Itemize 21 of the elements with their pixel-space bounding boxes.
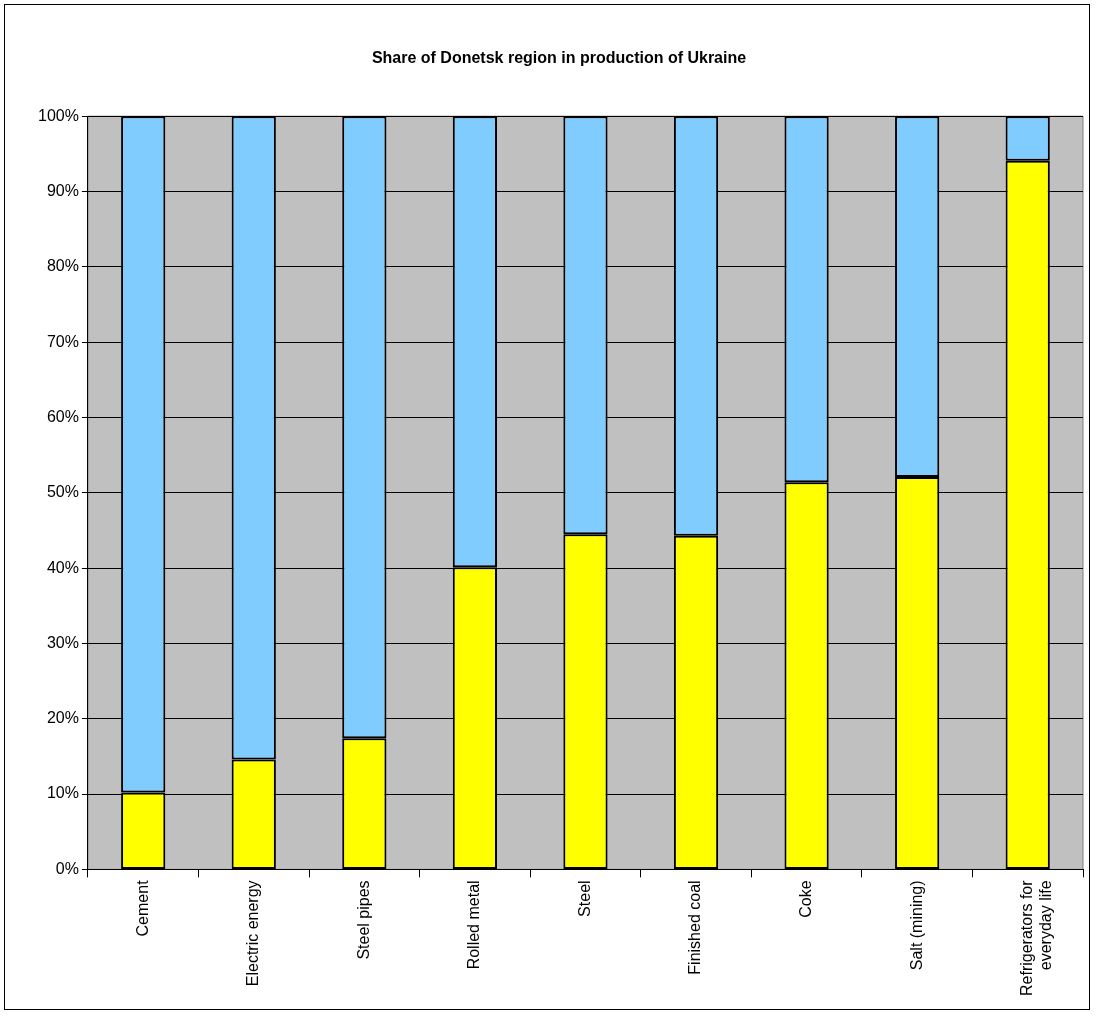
y-tick-label: 20% xyxy=(46,709,79,727)
x-tick-label: Rolled metal xyxy=(465,880,483,970)
x-tick-label: Refrigerators for everyday life xyxy=(1018,879,1055,996)
chart-title: Share of Donetsk region in production of Ukraine xyxy=(371,49,747,67)
x-tick-label: Cement xyxy=(133,879,151,937)
y-tick-label: 10% xyxy=(46,784,79,802)
y-tick-label: 90% xyxy=(46,181,79,199)
y-tick-label: 0% xyxy=(55,859,79,877)
x-tick-label: Finished coal xyxy=(686,880,704,975)
y-tick-label: 50% xyxy=(46,483,79,501)
x-tick-label: Electric energy xyxy=(244,880,262,987)
y-tick-label: 30% xyxy=(46,633,79,651)
x-tick-label: Steel xyxy=(575,880,593,917)
y-tick-label: 70% xyxy=(46,332,79,350)
y-tick-label: 40% xyxy=(46,558,79,576)
x-tick-label: Steel pipes xyxy=(354,880,372,960)
x-tick-label: Salt (mining) xyxy=(907,880,925,971)
y-tick-label: 60% xyxy=(46,407,79,425)
x-tick-label: Coke xyxy=(797,880,814,918)
y-tick-label: 80% xyxy=(46,257,79,275)
y-tick-label: 100% xyxy=(38,106,79,124)
